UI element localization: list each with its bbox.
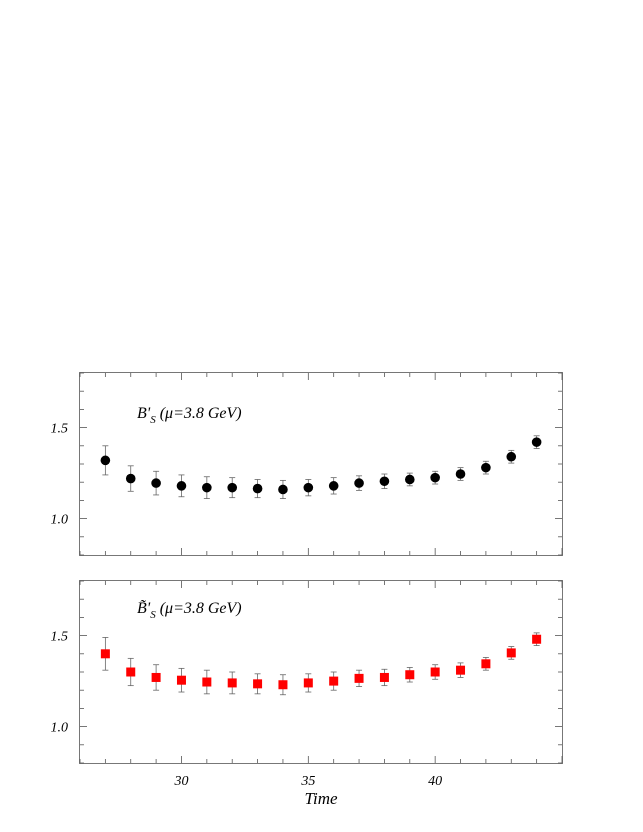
bottom-data-point — [176, 675, 186, 685]
bottom-x-tick-label: 30 — [173, 774, 188, 789]
bottom-y-tick-label: 1.0 — [51, 721, 69, 736]
top-y-tick-label: 1.5 — [51, 422, 69, 437]
bottom-y-tick-label: 1.5 — [51, 630, 69, 645]
top-data-point — [252, 483, 263, 494]
bottom-data-point — [481, 659, 491, 669]
bottom-data-point — [379, 672, 389, 682]
top-data-point — [506, 451, 517, 462]
bottom-data-point — [227, 678, 237, 688]
top-data-point — [303, 482, 314, 493]
bottom-panel-label: B̃'S (μ=3.8 GeV) — [137, 599, 242, 621]
top-data-point — [531, 437, 542, 447]
bottom-x-tick-label: 40 — [428, 774, 442, 789]
top-y-tick-label: 1.0 — [51, 513, 69, 528]
top-data-point — [227, 482, 238, 493]
bottom-data-point — [151, 672, 161, 682]
top-data-point — [100, 455, 111, 466]
top-data-point — [404, 474, 415, 485]
bottom-data-point — [100, 649, 110, 659]
bottom-data-point — [126, 667, 136, 677]
bottom-data-point — [405, 670, 415, 680]
bottom-data-point — [354, 673, 364, 683]
bottom-data-point — [532, 634, 542, 644]
bottom-data-point — [253, 679, 263, 689]
top-data-point — [455, 469, 466, 479]
bottom-data-point — [278, 680, 288, 690]
top-data-point — [125, 473, 136, 484]
bottom-data-point — [456, 665, 466, 675]
top-panel-label: B'S (μ=3.8 GeV) — [137, 405, 242, 426]
top-data-point — [151, 478, 161, 488]
top-data-point — [379, 476, 390, 487]
top-data-point — [328, 481, 339, 491]
top-data-point — [202, 482, 212, 493]
bottom-x-tick-label: 35 — [300, 774, 315, 789]
bottom-panel-frame — [79, 580, 563, 764]
bottom-data-point — [506, 648, 516, 658]
top-data-point — [354, 478, 364, 488]
top-panel-frame — [79, 372, 563, 556]
x-axis-title: Time — [304, 789, 338, 808]
bottom-data-point — [329, 676, 339, 686]
top-data-point — [481, 462, 491, 473]
top-panel: B'S (μ=3.8 GeV) 1.0 1.5 — [51, 372, 563, 556]
bottom-panel: B̃'S (μ=3.8 GeV) 1.0 1.5 30 35 40 — [51, 580, 563, 789]
top-data-point — [176, 481, 187, 491]
bottom-data-point — [202, 677, 212, 687]
top-data-point — [278, 484, 288, 495]
top-data-point — [430, 472, 440, 483]
bottom-data-point — [303, 678, 313, 688]
bottom-data-point — [430, 667, 440, 677]
